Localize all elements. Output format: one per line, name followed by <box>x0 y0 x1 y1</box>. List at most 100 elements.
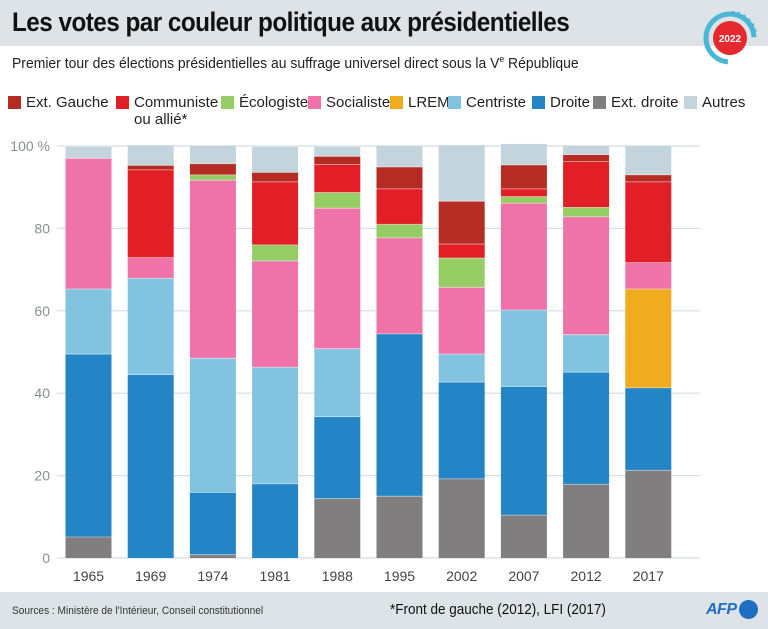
legend-label: Socialiste <box>326 94 391 111</box>
bar-segment-socialiste <box>314 208 361 349</box>
bar-segment-socialiste <box>625 262 672 289</box>
x-tick-label: 1988 <box>322 568 353 584</box>
legend-label-line1: Communiste <box>134 94 219 111</box>
bar-segment-centriste <box>500 309 547 387</box>
afp-logo: AFP <box>706 600 758 619</box>
bar-segment-socialiste <box>189 180 236 359</box>
x-tick-label: 2002 <box>446 568 477 584</box>
bar-segment-ecologiste <box>500 196 547 204</box>
legend-swatch <box>221 96 234 109</box>
legend-label: LREM <box>408 94 450 111</box>
bar-segment-droite <box>65 354 112 537</box>
bar-segment-communiste <box>314 164 361 193</box>
bar-segment-autres <box>314 146 361 157</box>
y-tick-label: 100 % <box>10 138 50 154</box>
badge-ticks <box>731 11 757 34</box>
bar-segment-ext_gauche <box>189 163 236 175</box>
bar-segment-ext_gauche <box>438 201 485 245</box>
bar-segment-ext_droite <box>438 478 485 558</box>
bar-segment-ecologiste <box>376 224 423 238</box>
legend-item-ecologiste: Écologiste <box>221 94 308 111</box>
bar-segment-droite <box>376 333 423 497</box>
bar-segment-socialiste <box>376 237 423 334</box>
legend-item-ext-droite: Ext. droite <box>593 94 679 111</box>
bar-segment-socialiste <box>438 287 485 355</box>
bar-segment-socialiste <box>127 257 174 279</box>
bar-segment-communiste <box>625 181 672 263</box>
bar-segment-communiste <box>127 169 174 258</box>
legend-item-lrem: LREM <box>390 94 450 111</box>
x-tick-label: 2017 <box>633 568 664 584</box>
legend-label: Ext. Gauche <box>26 94 109 111</box>
bar-segment-ext_droite <box>65 536 112 558</box>
legend-label: Écologiste <box>239 94 309 111</box>
legend-swatch <box>116 96 129 109</box>
y-tick-label: 20 <box>34 468 50 484</box>
election-2022-badge-icon: 2022 <box>703 11 757 65</box>
subtitle-text: Premier tour des élections présidentiell… <box>12 55 500 72</box>
bar-segment-autres <box>127 145 174 166</box>
chart-title: Les votes par couleur politique aux prés… <box>12 7 570 37</box>
x-tick-label: 1965 <box>73 568 104 584</box>
legend-swatch <box>308 96 321 109</box>
bar-segment-communiste <box>563 161 610 208</box>
bar-segment-ext_gauche <box>625 174 672 182</box>
x-tick-label: 1995 <box>384 568 415 584</box>
bar-segment-ext_gauche <box>563 154 610 162</box>
legend-swatch <box>532 96 545 109</box>
bar-segment-droite <box>252 483 299 558</box>
legend-item-communiste: Communiste ou allié* <box>116 94 218 128</box>
bar-segment-lrem <box>625 288 672 388</box>
bar-segment-droite <box>189 492 236 555</box>
bar-segment-socialiste <box>252 260 299 368</box>
legend-item-droite: Droite <box>532 94 590 111</box>
sources-text: Sources : Ministère de l'Intérieur, Cons… <box>12 605 264 617</box>
bar-segment-ext_droite <box>625 470 672 558</box>
bar-segment-centriste <box>65 288 112 355</box>
bar-segment-ext_gauche <box>376 167 423 189</box>
legend-swatch <box>684 96 697 109</box>
legend-label: Ext. droite <box>611 94 679 111</box>
legend: Ext. Gauche Communiste ou allié* Écologis… <box>8 94 768 134</box>
footnote-text: *Front de gauche (2012), LFI (2017) <box>390 602 606 618</box>
stacked-bar-chart: 0 20 40 60 80 100 % 1965 1969 1974 1981 1988 1995 20… <box>10 138 700 584</box>
bar-segment-ecologiste <box>438 258 485 288</box>
bar-segment-droite <box>625 387 672 471</box>
subtitle-superscript: e <box>499 54 505 64</box>
legend-swatch <box>8 96 21 109</box>
bar-segment-autres <box>189 145 236 164</box>
x-tick-label: 1974 <box>197 568 228 584</box>
legend-label: Droite <box>550 94 591 111</box>
legend-label: Centriste <box>466 94 527 111</box>
bar-segment-socialiste <box>563 216 610 335</box>
bar-segment-autres <box>376 146 423 168</box>
bar-segment-centriste <box>127 278 174 375</box>
bar-segment-ext_droite <box>189 554 236 558</box>
chart-subtitle: Premier tour des élections présidentiell… <box>12 54 579 72</box>
bar-segment-droite <box>314 416 361 499</box>
bar-segment-communiste <box>376 188 423 225</box>
legend-item-centriste: Centriste <box>448 94 526 111</box>
bar-segment-communiste <box>438 244 485 259</box>
bar-segment-centriste <box>563 334 610 373</box>
bar-segment-autres <box>438 145 485 202</box>
bar-segment-ext_gauche <box>500 164 547 189</box>
bar-segment-ecologiste <box>563 207 610 217</box>
bar-segment-ext_droite <box>500 515 547 558</box>
y-tick-label: 60 <box>34 303 50 319</box>
bar-segment-droite <box>563 372 610 485</box>
bar-segment-centriste <box>189 358 236 493</box>
bar-segment-autres <box>500 143 547 165</box>
afp-logo-dot-icon <box>738 600 758 619</box>
legend-swatch <box>390 96 403 109</box>
bar-segment-communiste <box>252 181 299 245</box>
bar-segment-autres <box>563 145 610 155</box>
legend-label: Communiste ou allié* <box>134 94 218 128</box>
bar-segment-ext_droite <box>314 498 361 558</box>
afp-logo-text: AFP <box>706 600 737 618</box>
bar-segment-ecologiste <box>252 244 299 261</box>
badge-year: 2022 <box>719 34 742 45</box>
bar-segment-ecologiste <box>314 192 361 209</box>
bar-segment-socialiste <box>65 158 112 289</box>
y-tick-label: 0 <box>42 550 50 566</box>
